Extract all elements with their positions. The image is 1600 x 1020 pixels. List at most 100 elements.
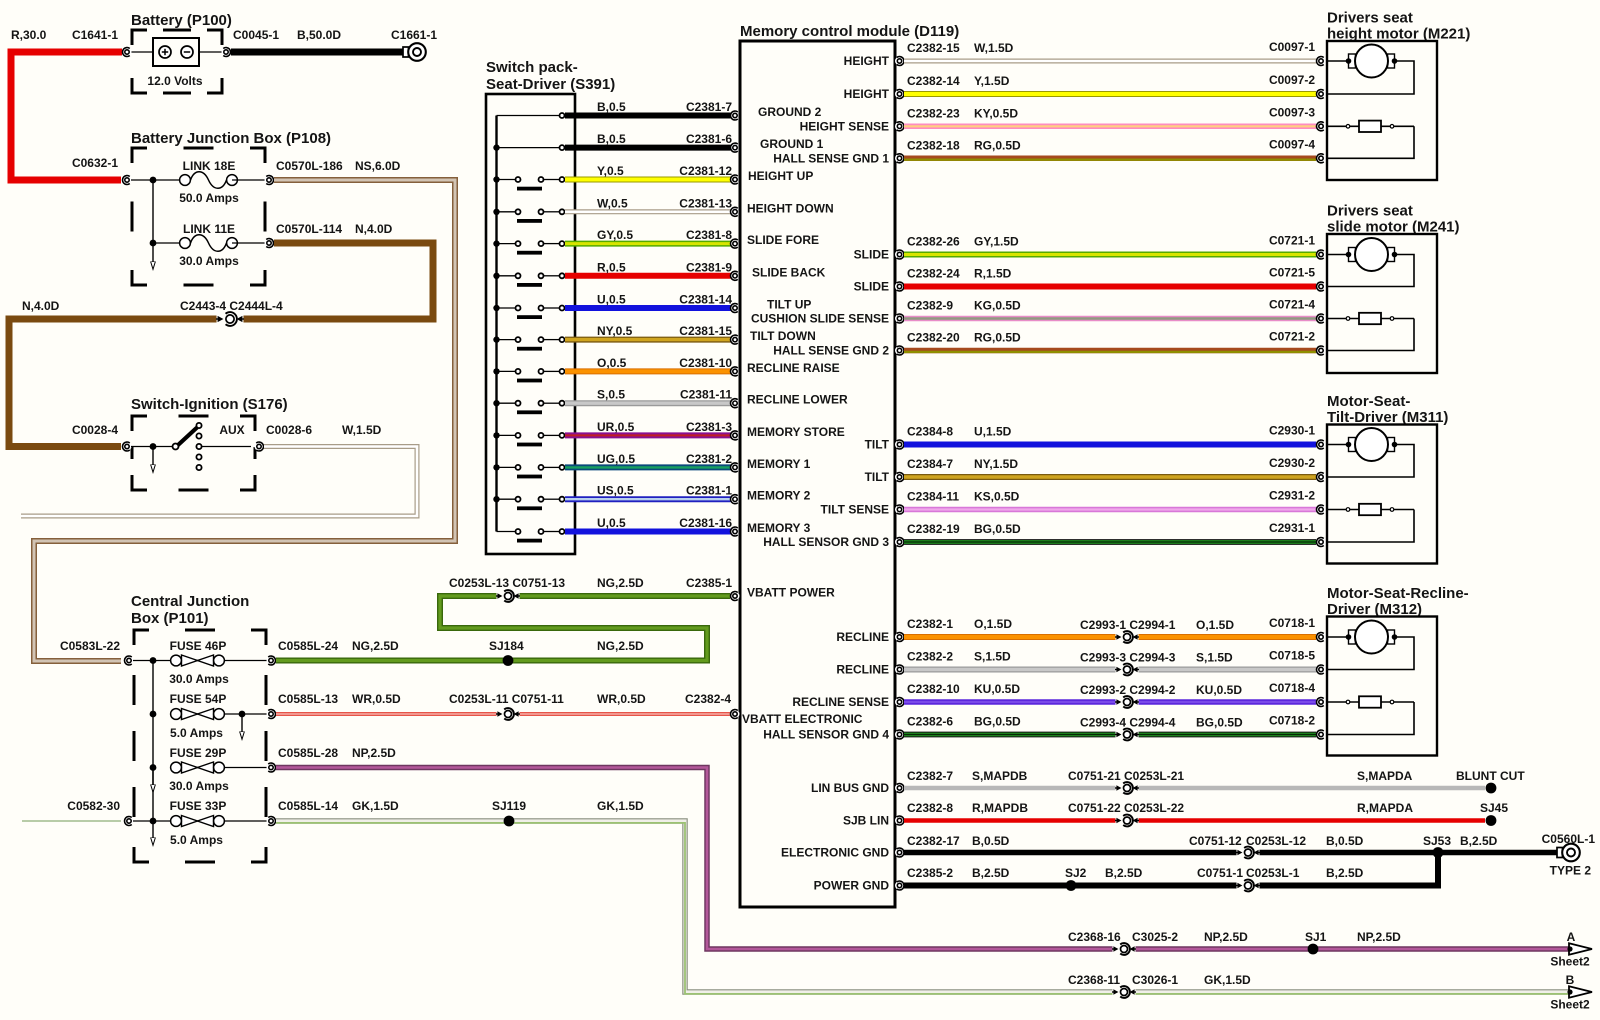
svg-text:O,0.5: O,0.5: [597, 356, 627, 370]
svg-text:N,4.0D: N,4.0D: [355, 222, 393, 236]
svg-text:C0097-2: C0097-2: [1269, 73, 1315, 87]
svg-text:NP,2.5D: NP,2.5D: [352, 746, 396, 760]
svg-text:B,0.5: B,0.5: [597, 100, 626, 114]
svg-text:BG,0.5D: BG,0.5D: [974, 522, 1021, 536]
svg-text:RG,0.5D: RG,0.5D: [974, 331, 1021, 345]
svg-text:C0718-1: C0718-1: [1269, 616, 1315, 630]
svg-text:SJ184: SJ184: [489, 639, 524, 653]
svg-text:FUSE 54P: FUSE 54P: [170, 692, 227, 706]
svg-text:U,0.5: U,0.5: [597, 293, 626, 307]
svg-text:SLIDE FORE: SLIDE FORE: [747, 233, 819, 247]
svg-text:Drivers seat: Drivers seat: [1327, 10, 1413, 27]
svg-text:Battery (P100): Battery (P100): [131, 12, 232, 29]
svg-text:BG,0.5D: BG,0.5D: [1196, 716, 1243, 730]
svg-text:12.0 Volts: 12.0 Volts: [147, 74, 202, 88]
svg-text:C0570L-114: C0570L-114: [276, 222, 342, 236]
svg-text:Switch-Ignition (S176): Switch-Ignition (S176): [131, 396, 288, 413]
svg-text:B,2.5D: B,2.5D: [972, 866, 1010, 880]
svg-text:Y,1.5D: Y,1.5D: [974, 74, 1010, 88]
svg-text:C3026-1: C3026-1: [1132, 973, 1178, 987]
svg-text:C0751-21: C0751-21: [1068, 769, 1121, 783]
svg-text:MEMORY 2: MEMORY 2: [747, 489, 811, 503]
svg-text:O,1.5D: O,1.5D: [974, 617, 1012, 631]
svg-text:CUSHION SLIDE SENSE: CUSHION SLIDE SENSE: [751, 312, 889, 326]
svg-text:C0718-5: C0718-5: [1269, 649, 1315, 663]
svg-text:GK,1.5D: GK,1.5D: [1204, 973, 1251, 987]
svg-text:LIN BUS GND: LIN BUS GND: [811, 781, 889, 795]
svg-text:5.0 Amps: 5.0 Amps: [170, 726, 223, 740]
svg-text:C0253L-1: C0253L-1: [1246, 866, 1300, 880]
svg-text:Memory control module (D119): Memory control module (D119): [740, 23, 959, 40]
svg-text:C0028-4: C0028-4: [72, 423, 118, 437]
svg-text:HALL SENSOR GND 4: HALL SENSOR GND 4: [763, 728, 889, 742]
svg-text:NG,2.5D: NG,2.5D: [597, 576, 644, 590]
svg-text:SLIDE: SLIDE: [854, 248, 889, 262]
svg-text:MEMORY 3: MEMORY 3: [747, 521, 811, 535]
svg-text:C2382-10: C2382-10: [907, 682, 960, 696]
svg-text:NG,2.5D: NG,2.5D: [597, 639, 644, 653]
svg-text:Switch pack-: Switch pack-: [486, 59, 578, 76]
svg-text:R,1.5D: R,1.5D: [974, 267, 1012, 281]
svg-text:UR,0.5: UR,0.5: [597, 420, 635, 434]
svg-text:C2381-12: C2381-12: [679, 164, 732, 178]
svg-text:C2930-2: C2930-2: [1269, 456, 1315, 470]
svg-text:NG,2.5D: NG,2.5D: [352, 639, 399, 653]
svg-text:C0560L-1: C0560L-1: [1542, 832, 1596, 846]
svg-text:C0253L-21: C0253L-21: [1124, 769, 1184, 783]
svg-text:U,0.5: U,0.5: [597, 516, 626, 530]
svg-text:C2381-10: C2381-10: [679, 356, 732, 370]
svg-text:C2368-16: C2368-16: [1068, 930, 1121, 944]
svg-text:LINK 18E: LINK 18E: [183, 159, 236, 173]
svg-text:Motor-Seat-Recline-: Motor-Seat-Recline-: [1327, 585, 1469, 602]
svg-text:C2381-15: C2381-15: [679, 324, 732, 338]
svg-text:Battery Junction Box (P108): Battery Junction Box (P108): [131, 130, 331, 147]
svg-text:HEIGHT: HEIGHT: [844, 54, 890, 68]
svg-text:TILT DOWN: TILT DOWN: [750, 329, 816, 343]
svg-text:RECLINE RAISE: RECLINE RAISE: [747, 361, 840, 375]
svg-text:TILT UP: TILT UP: [767, 298, 811, 312]
svg-text:SJ119: SJ119: [492, 799, 526, 813]
svg-text:Tilt-Driver (M311): Tilt-Driver (M311): [1327, 409, 1448, 426]
svg-text:WR,0.5D: WR,0.5D: [597, 692, 646, 706]
svg-text:B,50.0D: B,50.0D: [297, 28, 341, 42]
svg-text:C2382-24: C2382-24: [907, 267, 960, 281]
svg-text:C2385-1: C2385-1: [686, 576, 732, 590]
svg-text:C2382-4: C2382-4: [685, 692, 731, 706]
svg-text:C2385-2: C2385-2: [907, 866, 953, 880]
svg-text:HALL SENSE GND 2: HALL SENSE GND 2: [773, 344, 889, 358]
svg-text:RECLINE: RECLINE: [836, 663, 889, 677]
svg-text:C2382-19: C2382-19: [907, 522, 960, 536]
svg-text:30.0 Amps: 30.0 Amps: [169, 672, 229, 686]
svg-text:GY,1.5D: GY,1.5D: [974, 235, 1019, 249]
svg-text:C0097-1: C0097-1: [1269, 40, 1315, 54]
svg-text:C2381-6: C2381-6: [686, 132, 732, 146]
svg-text:RECLINE: RECLINE: [836, 630, 889, 644]
svg-text:NY,1.5D: NY,1.5D: [974, 457, 1018, 471]
svg-text:S,1.5D: S,1.5D: [974, 650, 1011, 664]
svg-text:US,0.5: US,0.5: [597, 484, 634, 498]
svg-text:NP,2.5D: NP,2.5D: [1357, 930, 1401, 944]
svg-text:BLUNT CUT: BLUNT CUT: [1456, 769, 1525, 783]
svg-text:RG,0.5D: RG,0.5D: [974, 138, 1021, 152]
svg-text:C2381-9: C2381-9: [686, 260, 732, 274]
svg-text:slide motor (M241): slide motor (M241): [1327, 219, 1460, 236]
svg-text:C1661-1: C1661-1: [391, 28, 437, 42]
svg-text:Central Junction: Central Junction: [131, 593, 249, 610]
svg-text:Sheet2: Sheet2: [1550, 955, 1590, 969]
svg-text:C2382-6: C2382-6: [907, 715, 953, 729]
svg-text:C2382-17: C2382-17: [907, 834, 960, 848]
svg-text:C2930-1: C2930-1: [1269, 424, 1315, 438]
svg-text:C2384-7: C2384-7: [907, 457, 953, 471]
svg-text:TILT: TILT: [865, 438, 890, 452]
svg-text:FUSE 46P: FUSE 46P: [170, 639, 227, 653]
svg-text:30.0 Amps: 30.0 Amps: [179, 254, 239, 268]
svg-text:AUX: AUX: [219, 423, 244, 437]
svg-text:C0718-4: C0718-4: [1269, 681, 1315, 695]
svg-text:C0045-1: C0045-1: [233, 28, 279, 42]
svg-text:C2381-2: C2381-2: [686, 452, 732, 466]
svg-text:B,2.5D: B,2.5D: [1326, 866, 1364, 880]
svg-text:SJ53: SJ53: [1423, 834, 1451, 848]
svg-text:C0028-6: C0028-6: [266, 423, 312, 437]
svg-text:C2381-16: C2381-16: [679, 516, 732, 530]
svg-text:N,4.0D: N,4.0D: [22, 299, 60, 313]
